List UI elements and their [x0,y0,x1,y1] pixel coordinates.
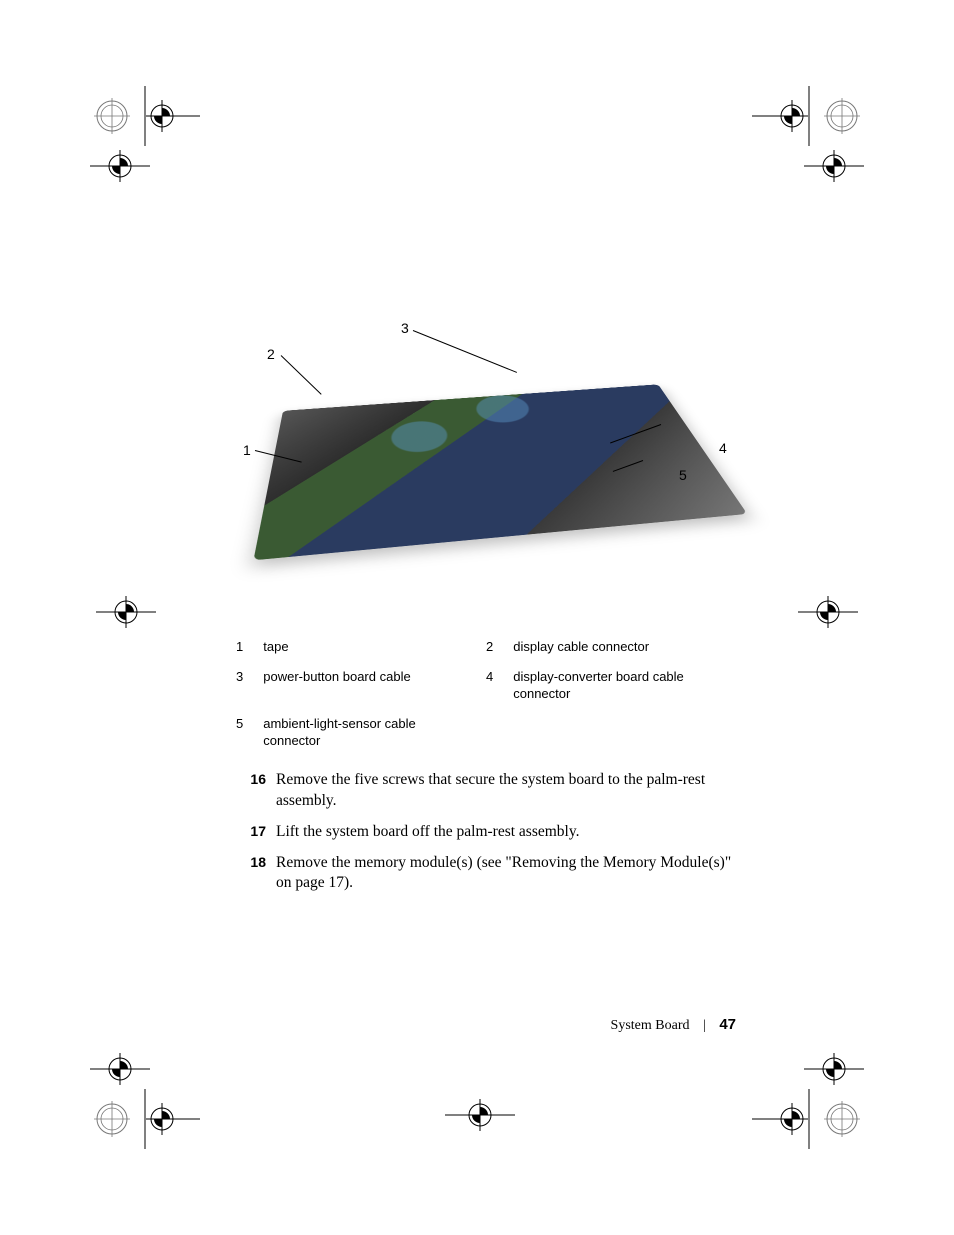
footer-page-number: 47 [719,1016,736,1033]
board-photo-placeholder [253,384,747,560]
legend-num [486,709,513,756]
content-block: 12345 1tape2display cable connector3powe… [236,300,736,904]
legend-row: 3power-button board cable4display-conver… [236,662,736,709]
figure-callout-5: 5 [679,467,687,483]
figure-callout-line [281,355,322,395]
step-text: Remove the five screws that secure the s… [276,770,736,812]
crop-mark-mid-left [96,592,166,632]
procedure-steps: 16Remove the five screws that secure the… [236,770,736,895]
figure-callout-2: 2 [267,346,275,362]
crop-mark-top-right [744,86,864,186]
figure-callout-3: 3 [401,320,409,336]
crop-mark-bottom-center [445,1095,515,1135]
page: 12345 1tape2display cable connector3powe… [0,0,954,1235]
legend-num: 2 [486,632,513,662]
legend-num: 5 [236,709,263,756]
step-number: 18 [236,853,276,895]
legend-num: 4 [486,662,513,709]
procedure-step: 16Remove the five screws that secure the… [236,770,736,812]
callout-legend-table: 1tape2display cable connector3power-butt… [236,632,736,756]
footer-separator: | [703,1018,706,1033]
step-number: 17 [236,822,276,843]
crop-mark-mid-right [788,592,858,632]
crop-mark-bottom-left [90,1049,210,1149]
step-number: 16 [236,770,276,812]
procedure-step: 18Remove the memory module(s) (see "Remo… [236,853,736,895]
legend-row: 5ambient-light-sensor cable connector [236,709,736,756]
crop-mark-top-left [90,86,210,186]
crop-mark-bottom-right [744,1049,864,1149]
figure-callout-line [413,330,517,373]
step-text: Remove the memory module(s) (see "Removi… [276,853,736,895]
legend-text: display cable connector [513,632,736,662]
procedure-step: 17Lift the system board off the palm-res… [236,822,736,843]
page-footer: System Board | 47 [236,1016,736,1034]
legend-num: 3 [236,662,263,709]
step-text: Lift the system board off the palm-rest … [276,822,736,843]
figure-callout-4: 4 [719,440,727,456]
legend-text: display-converter board cable connector [513,662,736,709]
legend-num: 1 [236,632,263,662]
legend-row: 1tape2display cable connector [236,632,736,662]
legend-text [513,709,736,756]
legend-text: tape [263,632,486,662]
system-board-figure: 1 2 3 4 5 [241,312,731,602]
figure-callout-1: 1 [243,442,251,458]
legend-text: power-button board cable [263,662,486,709]
legend-text: ambient-light-sensor cable connector [263,709,486,756]
footer-section-title: System Board [611,1018,690,1033]
